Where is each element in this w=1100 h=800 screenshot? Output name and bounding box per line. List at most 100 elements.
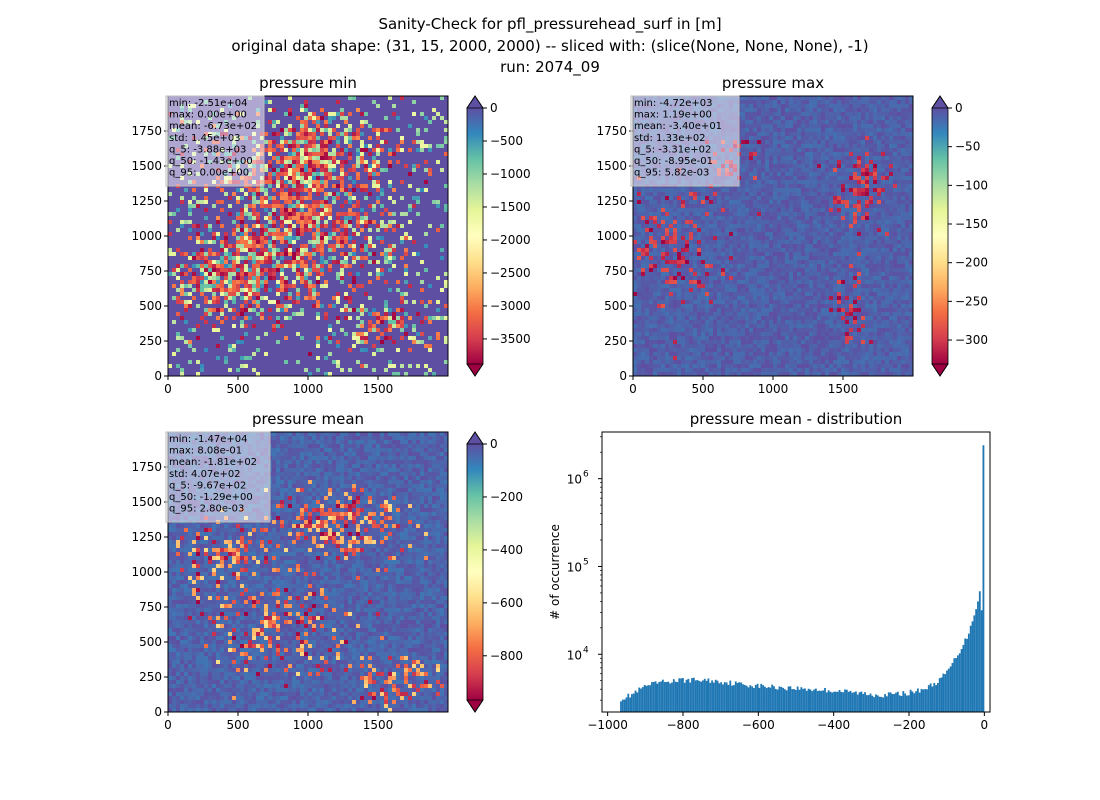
heatmap-cell [693, 268, 697, 272]
heatmap-cell [777, 196, 781, 200]
heatmap-cell [821, 188, 825, 192]
heatmap-cell [216, 236, 220, 240]
heatmap-cell [785, 180, 789, 184]
heatmap-cell [717, 256, 721, 260]
colorbar-tick-label: −3000 [490, 299, 531, 313]
heatmap-cell [753, 252, 757, 256]
heatmap-cell [649, 248, 653, 252]
heatmap-cell [356, 216, 360, 220]
heatmap-cell [296, 136, 300, 140]
heatmap-cell [789, 232, 793, 236]
heatmap-cell [701, 220, 705, 224]
heatmap-cell [789, 172, 793, 176]
heatmap-cell [725, 188, 729, 192]
heatmap-cell [388, 128, 392, 132]
heatmap-cell [356, 156, 360, 160]
heatmap-cell [865, 200, 869, 204]
heatmap-cell [769, 116, 773, 120]
heatmap-cell [252, 252, 256, 256]
heatmap-cell [705, 188, 709, 192]
heatmap-cell [765, 164, 769, 168]
heatmap-cell [252, 300, 256, 304]
heatmap-cell [825, 184, 829, 188]
heatmap-cell [436, 308, 440, 312]
heatmap-cell [649, 256, 653, 260]
heatmap-cell [304, 128, 308, 132]
heatmap-cell [905, 260, 909, 264]
heatmap-cell [633, 268, 637, 272]
heatmap-cell [837, 172, 841, 176]
heatmap-cell [332, 360, 336, 364]
heatmap-cell [765, 184, 769, 188]
heatmap-cell [825, 212, 829, 216]
heatmap-cell [332, 196, 336, 200]
heatmap-cell [905, 120, 909, 124]
heatmap-cell [757, 112, 761, 116]
heatmap-cell [857, 192, 861, 196]
heatmap-cell [765, 124, 769, 128]
heatmap-cell [192, 196, 196, 200]
heatmap-cell [372, 148, 376, 152]
heatmap-cell [661, 256, 665, 260]
heatmap-cell [232, 256, 236, 260]
heatmap-cell [901, 156, 905, 160]
heatmap-cell [893, 124, 897, 128]
heatmap-cell [340, 168, 344, 172]
heatmap-cell [721, 216, 725, 220]
heatmap-cell [280, 192, 284, 196]
heatmap-cell [204, 224, 208, 228]
heatmap-cell [769, 164, 773, 168]
heatmap-cell [841, 200, 845, 204]
heatmap-cell [785, 248, 789, 252]
heatmap-cell [284, 276, 288, 280]
heatmap-cell [340, 368, 344, 372]
heatmap-cell [741, 192, 745, 196]
heatmap-cell [204, 264, 208, 268]
heatmap-cell [757, 96, 761, 100]
heatmap-cell [837, 208, 841, 212]
heatmap-cell [749, 180, 753, 184]
heatmap-cell [865, 132, 869, 136]
heatmap-cell [877, 196, 881, 200]
heatmap-cell [320, 304, 324, 308]
heatmap-cell [825, 124, 829, 128]
heatmap-cell [444, 120, 448, 124]
heatmap-cell [292, 268, 296, 272]
heatmap-cell [252, 324, 256, 328]
heatmap-cell [729, 204, 733, 208]
heatmap-cell [300, 276, 304, 280]
heatmap-cell [909, 220, 913, 224]
heatmap-cell [825, 132, 829, 136]
y-tick-label: 1500 [131, 159, 162, 173]
heatmap-cell [873, 112, 877, 116]
heatmap-cell [877, 108, 881, 112]
heatmap-cell [741, 132, 745, 136]
heatmap-cell [809, 192, 813, 196]
heatmap-cell [805, 100, 809, 104]
heatmap-cell [701, 200, 705, 204]
heatmap-cell [733, 244, 737, 248]
heatmap-cell [833, 120, 837, 124]
heatmap-cell [797, 184, 801, 188]
heatmap-cell [909, 268, 913, 272]
heatmap-cell [240, 248, 244, 252]
heatmap-cell [837, 260, 841, 264]
heatmap-cell [300, 120, 304, 124]
heatmap-cell [312, 180, 316, 184]
heatmap-cell [376, 236, 380, 240]
heatmap-cell [681, 236, 685, 240]
heatmap-cell [284, 232, 288, 236]
heatmap-cell [665, 232, 669, 236]
heatmap-cell [248, 304, 252, 308]
heatmap-cell [797, 252, 801, 256]
heatmap-cell [693, 256, 697, 260]
heatmap-cell [773, 188, 777, 192]
heatmap-cell [180, 368, 184, 372]
heatmap-cell [897, 140, 901, 144]
heatmap-cell [865, 220, 869, 224]
heatmap-cell [777, 204, 781, 208]
heatmap-cell [705, 260, 709, 264]
heatmap-cell [288, 156, 292, 160]
heatmap-cell [428, 348, 432, 352]
heatmap-cell [416, 364, 420, 368]
